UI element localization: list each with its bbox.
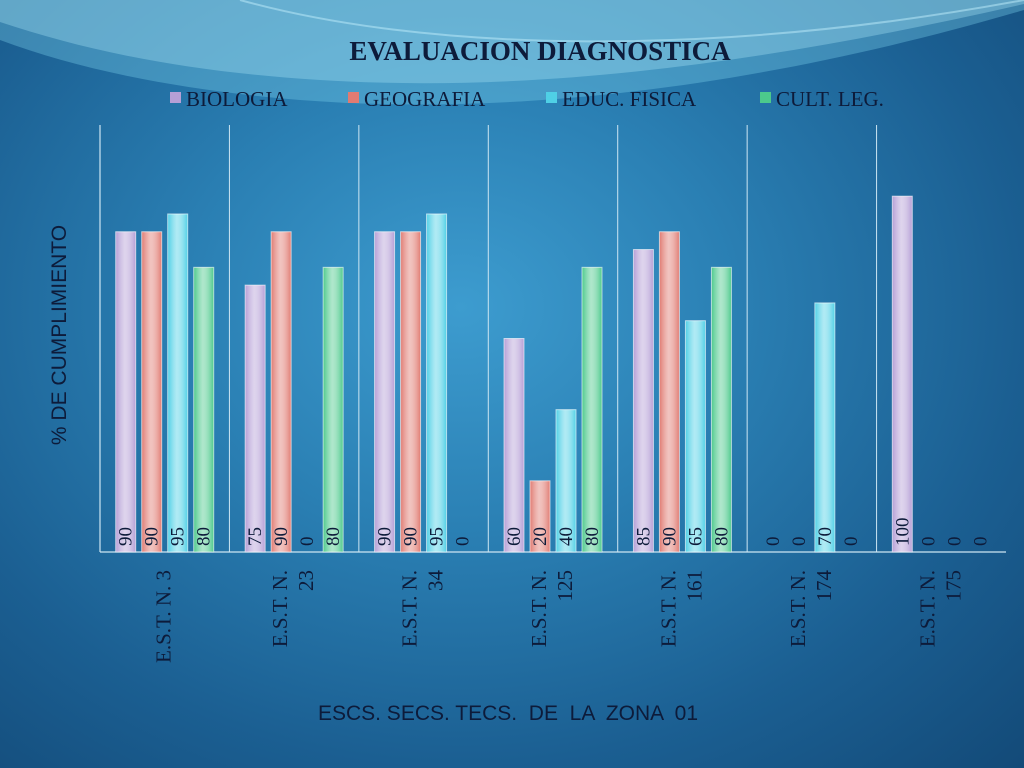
category-label: E.S.T. N.	[268, 570, 292, 647]
category-label: 175	[941, 570, 965, 602]
data-label: 80	[711, 527, 732, 546]
legend-swatch	[170, 92, 181, 103]
data-label: 65	[685, 527, 706, 546]
bar-highlight	[322, 266, 344, 553]
data-label: 85	[633, 527, 654, 546]
data-label: 90	[116, 527, 137, 546]
category-label: 23	[294, 570, 318, 591]
legend-swatch	[546, 92, 557, 103]
bar-highlight	[710, 266, 732, 553]
data-label: 0	[453, 537, 474, 547]
y-axis-title: % DE CUMPLIMIENTO	[48, 225, 71, 445]
bar-highlight	[581, 266, 603, 553]
data-label: 70	[815, 527, 836, 546]
category-label: E.S.T. N.	[786, 570, 810, 647]
bar-highlight	[115, 231, 137, 553]
data-label: 0	[918, 537, 939, 547]
category-label: 125	[553, 570, 577, 602]
chart-title: EVALUACION DIAGNOSTICA	[349, 36, 731, 66]
bar-highlight	[193, 266, 215, 553]
data-label: 0	[944, 537, 965, 547]
category-label: E.S.T. N.	[398, 570, 422, 647]
data-label: 100	[892, 518, 913, 547]
legend-item-biologia: BIOLOGIA	[170, 87, 288, 111]
category-label: E.S.T. N.	[656, 570, 680, 647]
legend-item-cult-leg: CULT. LEG.	[760, 87, 884, 111]
legend-label: BIOLOGIA	[186, 87, 288, 111]
category-label: 34	[424, 570, 448, 592]
data-label: 0	[763, 537, 784, 547]
bar-highlight	[555, 409, 577, 553]
x-axis-title: ESCS. SECS. TECS. DE LA ZONA 01	[318, 702, 698, 725]
legend-swatch	[760, 92, 771, 103]
legend-label: CULT. LEG.	[776, 87, 884, 111]
data-label: 75	[245, 527, 266, 546]
bar-highlight	[632, 249, 654, 553]
data-label: 40	[556, 527, 577, 546]
data-label: 90	[271, 527, 292, 546]
data-label: 90	[142, 527, 163, 546]
data-label: 0	[970, 537, 991, 547]
data-label: 0	[789, 537, 810, 547]
bar-highlight	[426, 213, 448, 553]
data-label: 0	[297, 537, 318, 547]
legend-label: GEOGRAFIA	[364, 87, 486, 111]
category-label: E.S.T. N.	[527, 570, 551, 647]
bar-highlight	[503, 338, 525, 553]
category-label: E.S.T. N. 3	[152, 570, 176, 663]
data-label: 0	[841, 537, 862, 547]
data-label: 90	[659, 527, 680, 546]
chart-legend: BIOLOGIA GEOGRAFIA EDUC. FISICA CULT. LEG.	[170, 87, 884, 111]
data-label: 95	[168, 527, 189, 546]
category-label: 161	[682, 570, 706, 602]
data-label: 80	[582, 527, 603, 546]
data-label: 90	[375, 527, 396, 546]
category-label: 174	[812, 570, 836, 602]
data-label: 90	[401, 527, 422, 546]
bar-highlight	[141, 231, 163, 553]
data-label: 20	[530, 527, 551, 546]
data-label: 60	[504, 527, 525, 546]
legend-item-geografia: GEOGRAFIA	[348, 87, 486, 111]
bar-highlight	[529, 480, 551, 553]
legend-label: EDUC. FISICA	[562, 87, 697, 111]
bar-highlight	[270, 231, 292, 553]
category-label: E.S.T. N.	[915, 570, 939, 647]
decorative-swoosh	[0, 0, 1024, 105]
data-label: 95	[427, 527, 448, 546]
legend-item-educ-fisica: EDUC. FISICA	[546, 87, 697, 111]
bar-highlight	[167, 213, 189, 553]
bar-highlight	[684, 320, 706, 553]
bar-highlight	[374, 231, 396, 553]
bar-highlight	[814, 302, 836, 553]
data-label: 80	[323, 527, 344, 546]
bar-highlight	[244, 284, 266, 553]
bar-highlight	[658, 231, 680, 553]
bar-highlight	[400, 231, 422, 553]
bar-highlight	[891, 195, 913, 553]
legend-swatch	[348, 92, 359, 103]
data-label: 80	[194, 527, 215, 546]
